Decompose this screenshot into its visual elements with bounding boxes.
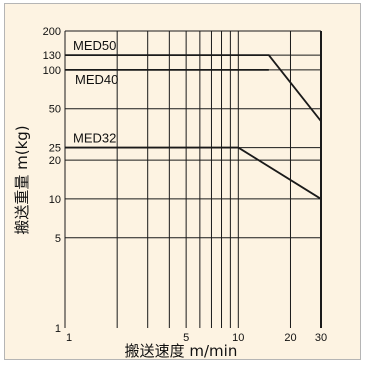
x-axis-label: 搬送速度 m/min bbox=[125, 342, 238, 360]
chart-frame: MED50 MED40 MED32 1 5 10 20 25 50 100 130 200 1 5 10 20… bbox=[4, 3, 361, 360]
series-line-med50 bbox=[65, 54, 322, 122]
y-tick-label: 25 bbox=[49, 143, 61, 155]
y-tick-label: 200 bbox=[43, 26, 61, 38]
y-axis-label: 搬送重量 m(kg) bbox=[13, 125, 31, 234]
y-tick-label: 130 bbox=[43, 50, 61, 62]
y-tick-label: 1 bbox=[55, 323, 61, 335]
y-tick-label: 10 bbox=[49, 194, 61, 206]
x-tick-label: 20 bbox=[284, 332, 296, 344]
series-label-med50: MED50 bbox=[73, 38, 116, 53]
series-label-med40: MED40 bbox=[75, 72, 118, 87]
x-tick-label: 1 bbox=[66, 332, 72, 344]
x-tick-label: 5 bbox=[183, 332, 189, 344]
y-tick-label: 50 bbox=[49, 104, 61, 116]
x-tick-label: 10 bbox=[232, 332, 244, 344]
series-line-med32 bbox=[65, 146, 322, 200]
y-tick-label: 5 bbox=[55, 233, 61, 245]
y-tick-label: 20 bbox=[49, 155, 61, 167]
y-tick-label: 100 bbox=[43, 65, 61, 77]
series-label-med32: MED32 bbox=[73, 131, 116, 146]
series-layer bbox=[65, 54, 322, 200]
x-tick-label: 30 bbox=[315, 332, 327, 344]
